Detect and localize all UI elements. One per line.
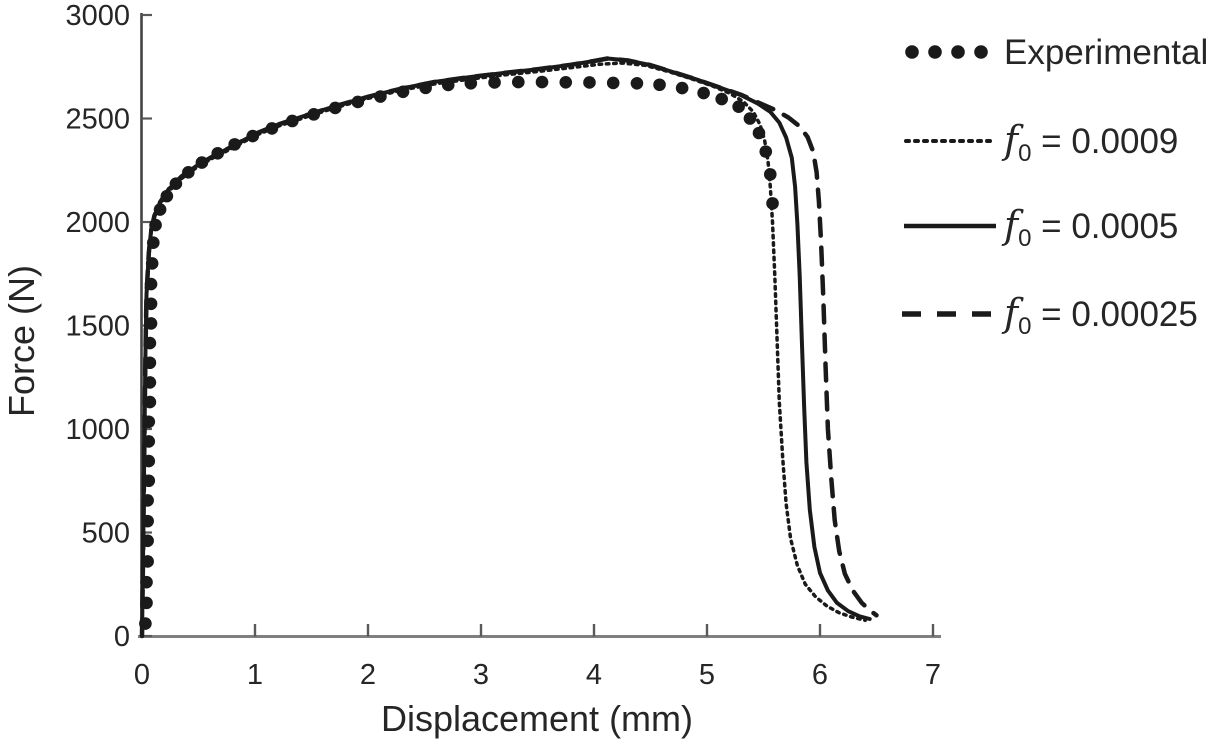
x-tick-label: 1 <box>247 659 263 691</box>
experimental-data-point <box>559 75 573 89</box>
legend-label: f0 = 0.00025 <box>1001 291 1198 340</box>
experimental-data-point <box>488 76 501 89</box>
legend-item: f0 = 0.0009 <box>904 118 1178 167</box>
x-axis-title: Displacement (mm) <box>381 698 693 739</box>
legend-label: f0 = 0.0005 <box>1001 203 1178 252</box>
experimental-data-point <box>743 112 757 125</box>
y-axis-title: Force (N) <box>1 265 42 417</box>
y-tick-label: 2500 <box>65 104 130 136</box>
x-tick-label: 2 <box>360 659 376 691</box>
x-tick-label: 4 <box>586 659 602 691</box>
series-experimental-dots <box>139 75 779 630</box>
experimental-data-point <box>697 86 710 100</box>
experimental-data-point <box>653 78 666 92</box>
experimental-data-point <box>606 76 620 90</box>
y-tick-label: 0 <box>114 621 130 653</box>
legend-dots-marker <box>905 45 988 59</box>
y-tick-label: 2000 <box>65 207 130 239</box>
chart-series <box>139 56 879 639</box>
experimental-data-point <box>675 81 689 95</box>
legend-dot <box>928 45 942 59</box>
legend-item: f0 = 0.00025 <box>902 291 1198 340</box>
series-curve-dashed <box>139 56 879 639</box>
legend-item: Experimental <box>905 33 1208 72</box>
legend-label: Experimental <box>1004 33 1208 72</box>
y-tick-label: 1000 <box>65 414 130 446</box>
chart-legend: Experimental f0 = 0.0009 f0 = 0.0005 f0 = 0… <box>902 33 1208 340</box>
x-tick-label: 6 <box>812 659 828 691</box>
legend-item: f0 = 0.0005 <box>904 203 1178 252</box>
series-curve-solid <box>140 56 872 638</box>
series-curve-dotted <box>140 61 867 638</box>
legend-dot <box>905 45 919 59</box>
x-tick-label: 3 <box>473 659 489 691</box>
y-axis-ticks: 0 500 1000 1500 2000 2500 3000 <box>65 0 152 653</box>
legend-dot <box>974 45 988 59</box>
y-tick-label: 1500 <box>65 311 130 343</box>
experimental-data-point <box>630 77 644 90</box>
experimental-data-point <box>535 75 549 89</box>
x-tick-label: 5 <box>699 659 715 691</box>
x-tick-label: 7 <box>925 659 941 691</box>
experimental-data-point <box>583 76 596 89</box>
legend-label: f0 = 0.0009 <box>1001 118 1178 167</box>
experimental-data-point <box>511 75 525 89</box>
y-tick-label: 3000 <box>65 0 130 32</box>
x-tick-label: 0 <box>134 659 150 691</box>
experimental-data-point <box>732 100 745 114</box>
legend-dot <box>951 45 965 59</box>
experimental-data-point <box>715 92 728 106</box>
experimental-data-point <box>763 168 777 181</box>
x-axis-ticks: 0 1 2 3 4 5 6 7 <box>134 624 941 691</box>
y-tick-label: 500 <box>82 518 130 550</box>
